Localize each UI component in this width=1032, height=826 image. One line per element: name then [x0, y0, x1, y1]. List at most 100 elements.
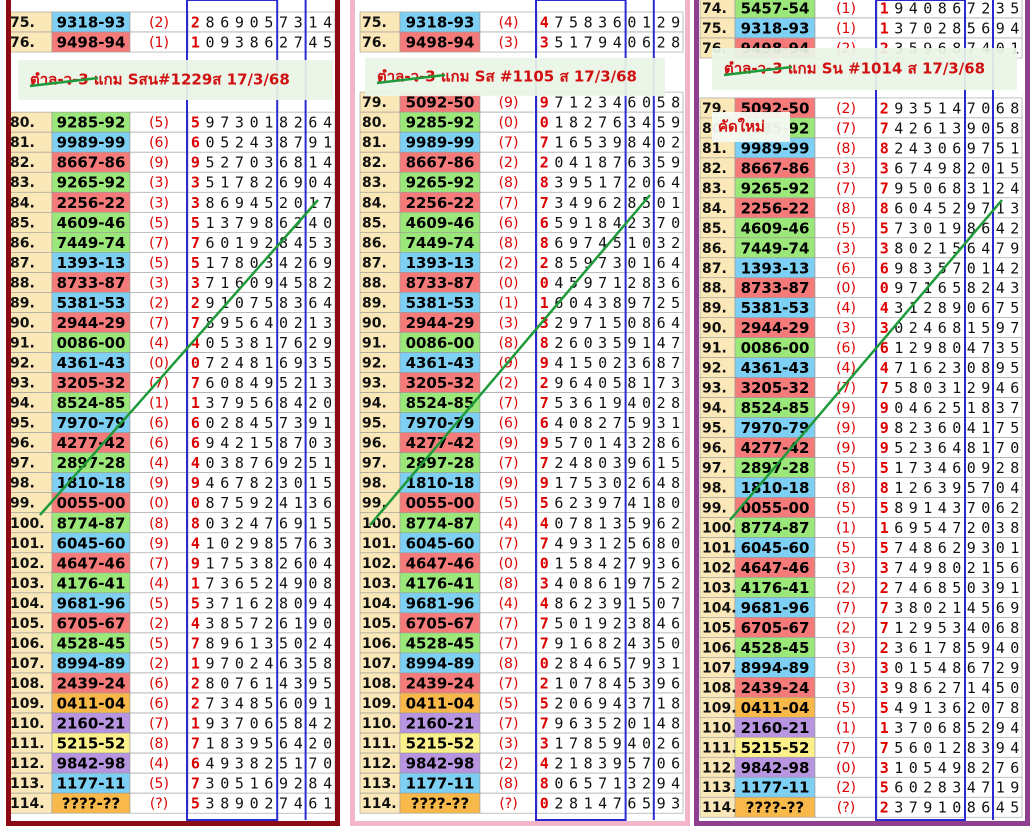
digit: 5 — [323, 474, 332, 492]
digit: 6 — [909, 739, 918, 757]
row-number: 92. — [10, 356, 35, 372]
result: 3205-32 — [406, 374, 475, 392]
digit: 8 — [967, 279, 976, 297]
digit: 0 — [206, 514, 215, 532]
result: 5215-52 — [57, 735, 126, 753]
digit: 9 — [657, 775, 666, 793]
digit: 2 — [923, 239, 932, 257]
digit: 4 — [279, 274, 288, 292]
digit: 5 — [996, 119, 1005, 137]
digit: 9 — [308, 134, 317, 152]
digit: 2 — [554, 654, 563, 672]
result: 4609-46 — [741, 219, 810, 237]
result: 9989-99 — [57, 134, 126, 152]
digit: 4 — [250, 194, 259, 212]
paren-digit: (8) — [499, 235, 519, 251]
digit: 7 — [598, 775, 607, 793]
digit: 3 — [923, 139, 932, 157]
paren-digit: (5) — [836, 540, 856, 556]
digit: 4 — [996, 219, 1005, 237]
strike — [376, 73, 446, 85]
digit: 6 — [1010, 379, 1019, 397]
row: 103. 4176-41 (4) 1 7 3 6 5 2 4 9 0 8 — [7, 572, 336, 594]
digit: 4 — [909, 399, 918, 417]
digit: 4 — [554, 414, 563, 432]
digit: 6 — [996, 499, 1005, 517]
digit: 1 — [923, 699, 932, 717]
digit: 4 — [250, 134, 259, 152]
digit: 2 — [671, 514, 680, 532]
digit: 2 — [235, 134, 244, 152]
row-number: 96. — [10, 436, 35, 452]
digit: 5 — [584, 134, 593, 152]
row-number: 114. — [10, 796, 45, 812]
result: 2944-29 — [406, 314, 475, 332]
row-number: 114. — [362, 796, 397, 812]
digit: 9 — [894, 179, 903, 197]
digit: 3 — [657, 554, 666, 572]
result: 0086-00 — [741, 339, 810, 357]
digit: 7 — [996, 419, 1005, 437]
digit: 0 — [220, 234, 229, 252]
paren-digit: (2) — [499, 255, 519, 271]
paren-digit: (8) — [836, 481, 856, 497]
paren-digit: (8) — [499, 335, 519, 351]
digit: 6 — [657, 314, 666, 332]
digit: 5 — [909, 179, 918, 197]
digit: 8 — [220, 735, 229, 753]
digit: 2 — [938, 20, 947, 38]
row-number: 97. — [10, 456, 35, 472]
digit: 2 — [894, 139, 903, 157]
digit: 6 — [206, 234, 215, 252]
row-number: 112. — [10, 756, 45, 772]
digit: 8 — [1010, 459, 1019, 477]
result: 7449-74 — [741, 239, 810, 257]
digit: 5 — [894, 739, 903, 757]
row-number: 87. — [10, 255, 35, 271]
digit: 7 — [909, 279, 918, 297]
digit: 4 — [540, 514, 549, 532]
digit: 4 — [996, 379, 1005, 397]
digit: 3 — [938, 379, 947, 397]
paren-digit: (2) — [836, 780, 856, 796]
digit: 3 — [981, 739, 990, 757]
row: 84. 2256-22 (8) 8 6 0 4 5 2 9 7 1 3 — [699, 197, 1023, 219]
digit: 6 — [642, 354, 651, 372]
result: 1393-13 — [406, 254, 475, 272]
paren-digit: (2) — [499, 155, 519, 171]
digit: 9 — [909, 499, 918, 517]
digit: 3 — [598, 474, 607, 492]
result: 9842-98 — [406, 755, 475, 773]
digit: 5 — [584, 174, 593, 192]
digit: 0 — [191, 494, 200, 512]
digit: 9 — [671, 154, 680, 172]
digit: 7 — [952, 519, 961, 537]
digit: 7 — [613, 795, 622, 813]
digit: 3 — [642, 154, 651, 172]
digit: 6 — [250, 674, 259, 692]
digit: 0 — [569, 574, 578, 592]
digit: 4 — [250, 374, 259, 392]
digit: 1 — [554, 674, 563, 692]
digit: 9 — [909, 699, 918, 717]
digit: 1 — [323, 695, 332, 713]
digit: 7 — [569, 514, 578, 532]
digit: 2 — [909, 119, 918, 137]
digit: 8 — [598, 214, 607, 232]
trend-line — [729, 199, 1003, 521]
row: 99. 0055-00 (0) 0 8 7 5 9 2 4 1 3 6 — [7, 492, 336, 514]
digit: 5 — [191, 254, 200, 272]
digit: 3 — [294, 654, 303, 672]
digit: 8 — [1010, 99, 1019, 117]
digit: 8 — [220, 614, 229, 632]
digit: 8 — [250, 474, 259, 492]
digit: 3 — [206, 394, 215, 412]
row-number: 88. — [10, 275, 35, 291]
row-number: 109. — [10, 696, 45, 712]
digit: 4 — [264, 654, 273, 672]
digit: 8 — [909, 679, 918, 697]
digit: 7 — [598, 114, 607, 132]
digit: 5 — [554, 394, 563, 412]
digit: 0 — [598, 374, 607, 392]
digit: 1 — [657, 695, 666, 713]
